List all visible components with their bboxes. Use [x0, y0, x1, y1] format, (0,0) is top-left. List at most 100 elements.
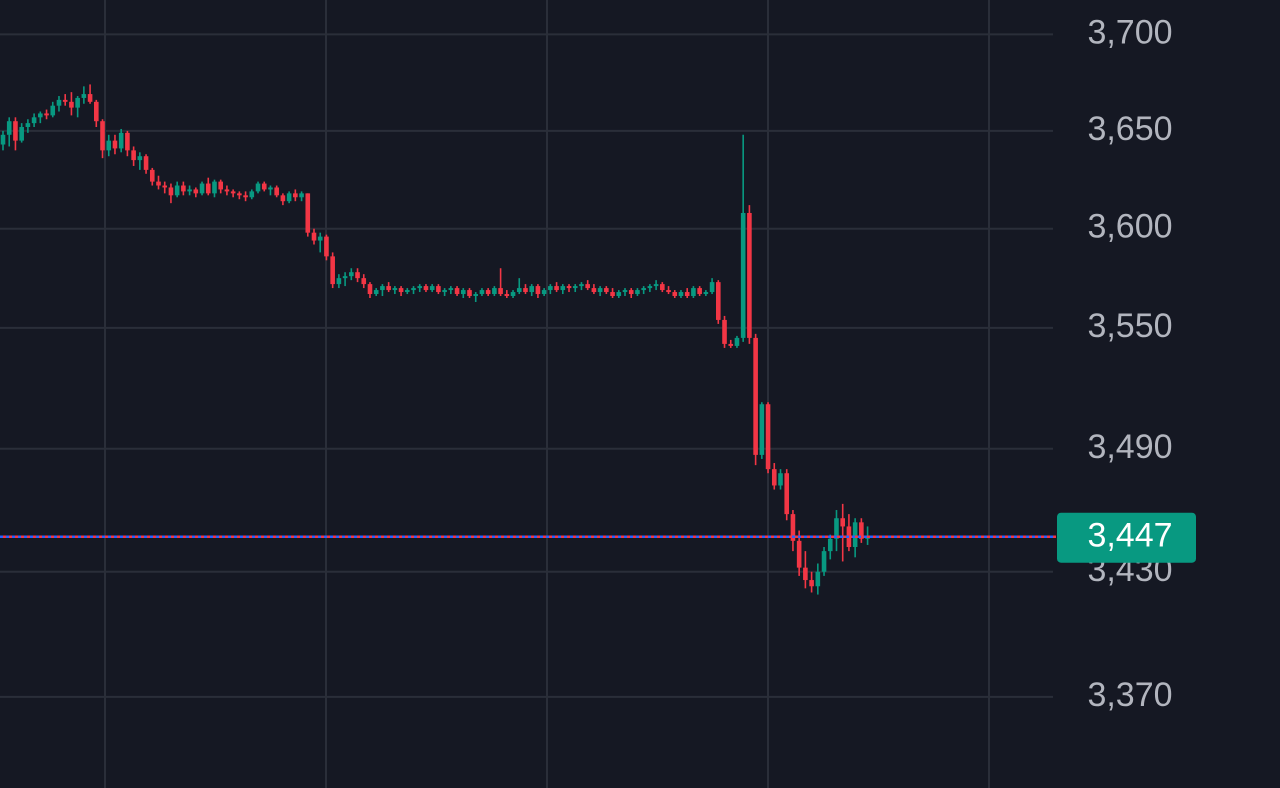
candle-body	[566, 286, 572, 289]
candle-body	[840, 518, 845, 527]
candle-body	[19, 127, 24, 141]
y-tick-label: 3,550	[1087, 307, 1172, 345]
candle-body	[753, 337, 758, 455]
y-tick-label: 3,700	[1087, 13, 1172, 51]
candle-body	[579, 284, 584, 287]
candle-body	[94, 101, 99, 122]
candle-body	[299, 193, 304, 198]
candle-body	[591, 288, 597, 293]
y-tick-label: 3,650	[1087, 110, 1172, 148]
candle-body	[734, 337, 740, 346]
candle-body	[286, 193, 292, 202]
candle-body	[44, 113, 49, 116]
candle-body	[703, 292, 709, 295]
candle-body	[796, 540, 802, 568]
candle-body	[106, 140, 112, 151]
candle-body	[716, 282, 721, 320]
candle-body	[771, 469, 777, 486]
candle-body	[647, 286, 653, 289]
candle-body	[852, 522, 858, 548]
candle-body	[504, 294, 510, 297]
candle-body	[187, 189, 192, 192]
candle-body	[324, 236, 329, 257]
candle-body	[69, 101, 74, 108]
candle-body	[479, 290, 485, 295]
candle-body	[498, 288, 503, 295]
candle-body	[672, 292, 678, 297]
candle-body	[541, 290, 547, 295]
candle-body	[759, 404, 765, 455]
candle-body	[653, 284, 659, 287]
candle-body	[224, 189, 230, 192]
candle-body	[778, 473, 783, 486]
y-tick-label: 3,370	[1087, 676, 1172, 714]
candle-body	[560, 286, 566, 291]
candle-body	[317, 236, 323, 241]
candle-body	[747, 212, 752, 338]
candle-body	[417, 286, 423, 289]
candle-body	[436, 286, 441, 293]
candle-body	[423, 286, 429, 291]
candle-body	[149, 169, 155, 182]
candle-body	[342, 276, 348, 279]
candle-body	[311, 232, 317, 241]
candle-body	[815, 571, 821, 587]
candle-body	[62, 99, 68, 102]
candle-body	[118, 132, 124, 149]
candle-body	[386, 286, 391, 291]
candle-body	[38, 113, 43, 118]
candle-body	[473, 294, 479, 297]
candle-body	[740, 212, 746, 338]
candle-body	[380, 286, 385, 291]
candle-body	[13, 121, 18, 141]
candle-body	[367, 284, 373, 295]
candle-body	[75, 97, 80, 108]
candle-body	[660, 284, 665, 291]
candle-body	[827, 538, 833, 552]
candle-body	[193, 189, 199, 194]
candle-body	[137, 156, 143, 161]
candle-body	[585, 284, 590, 289]
candle-body	[392, 288, 398, 291]
candle-body	[405, 290, 410, 293]
candle-body	[230, 191, 236, 194]
candle-body	[373, 290, 379, 295]
candle-body	[355, 272, 360, 279]
candle-body	[237, 193, 242, 196]
candle-body	[635, 290, 640, 295]
candle-body	[622, 290, 628, 293]
candle-body	[411, 288, 416, 291]
candle-body	[722, 319, 727, 344]
candle-body	[628, 290, 634, 295]
candle-body	[125, 132, 130, 151]
candle-body	[809, 580, 814, 587]
candle-body	[859, 522, 864, 539]
candle-body	[448, 288, 454, 291]
candle-body	[821, 551, 827, 572]
candle-body	[803, 567, 808, 581]
candle-body	[0, 134, 6, 145]
candle-body	[790, 514, 796, 541]
candle-body	[143, 156, 149, 170]
candle-body	[25, 123, 31, 128]
candle-body	[678, 292, 684, 297]
candle-body	[572, 286, 578, 289]
candle-body	[641, 288, 646, 291]
candle-body	[485, 290, 491, 295]
candle-body	[131, 150, 136, 161]
last-price-label: 3,447	[1087, 517, 1172, 555]
candle-body	[597, 288, 603, 293]
candle-body	[6, 121, 12, 135]
candle-body	[548, 286, 553, 291]
candle-body	[535, 286, 541, 295]
y-tick-label: 3,490	[1087, 428, 1172, 466]
candle-body	[336, 278, 342, 285]
candle-body	[349, 272, 354, 277]
candle-body	[162, 185, 168, 188]
candle-body	[604, 288, 609, 293]
candle-body	[460, 290, 466, 295]
candle-body	[330, 256, 335, 285]
candle-body	[255, 183, 261, 192]
